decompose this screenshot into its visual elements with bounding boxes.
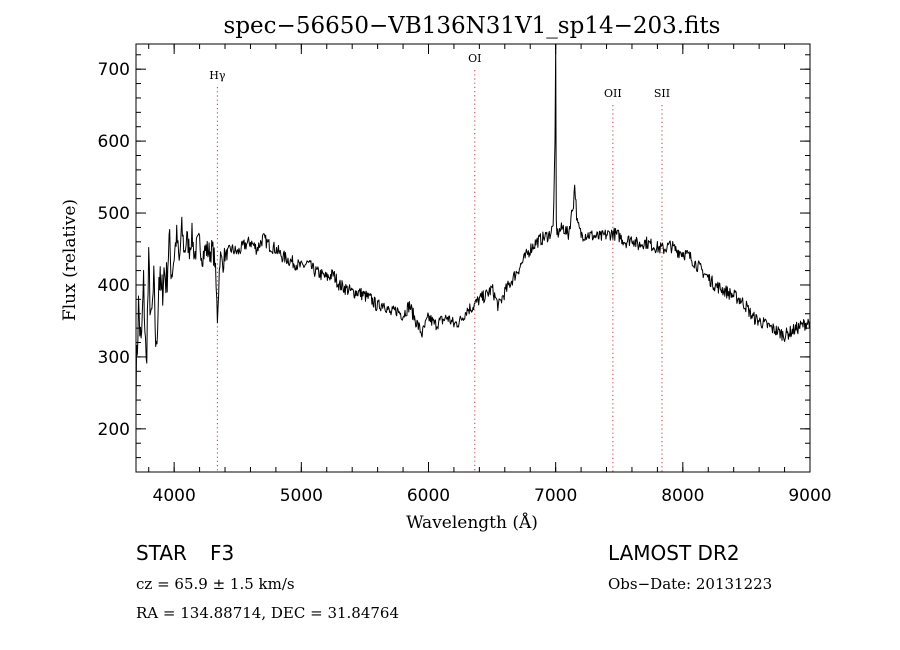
y-tick-label: 600 (98, 132, 130, 152)
x-tick-label: 6000 (407, 486, 450, 506)
y-tick-label: 400 (98, 276, 130, 296)
survey-name: LAMOST DR2 (608, 541, 740, 565)
plot-frame (135, 43, 811, 473)
redshift-velocity: cz = 65.9 ± 1.5 km/s (136, 575, 295, 593)
y-tick-label: 500 (98, 204, 130, 224)
marker-label: SII (654, 87, 670, 100)
x-tick-label: 5000 (280, 486, 323, 506)
axis-ticks (136, 44, 811, 473)
x-tick-label: 4000 (153, 486, 196, 506)
chart-title: spec−56650−VB136N31V1_sp14−203.fits (224, 13, 721, 39)
x-tick-label: 8000 (661, 486, 704, 506)
marker-label: Hγ (209, 69, 226, 82)
tick-labels: 4000 5000 6000 7000 8000 9000 200 300 400 500 600 7… (98, 60, 832, 506)
y-axis-label: Flux (relative) (60, 199, 80, 321)
coordinates: RA = 134.88714, DEC = 31.84764 (136, 604, 400, 622)
observation-date: Obs−Date: 20131223 (608, 575, 773, 593)
x-tick-label: 7000 (534, 486, 577, 506)
object-class: STAR (136, 541, 187, 565)
x-axis-label: Wavelength (Å) (406, 512, 538, 533)
marker-label: OII (604, 87, 622, 100)
x-tick-label: 9000 (788, 486, 831, 506)
marker-label: OI (468, 52, 481, 65)
spectral-subclass: F3 (210, 541, 235, 565)
y-tick-label: 700 (98, 60, 130, 80)
y-tick-label: 200 (98, 420, 130, 440)
y-tick-label: 300 (98, 348, 130, 368)
emission-line-markers: Hγ OI OII SII (209, 52, 670, 472)
spectrum-line (135, 43, 811, 408)
